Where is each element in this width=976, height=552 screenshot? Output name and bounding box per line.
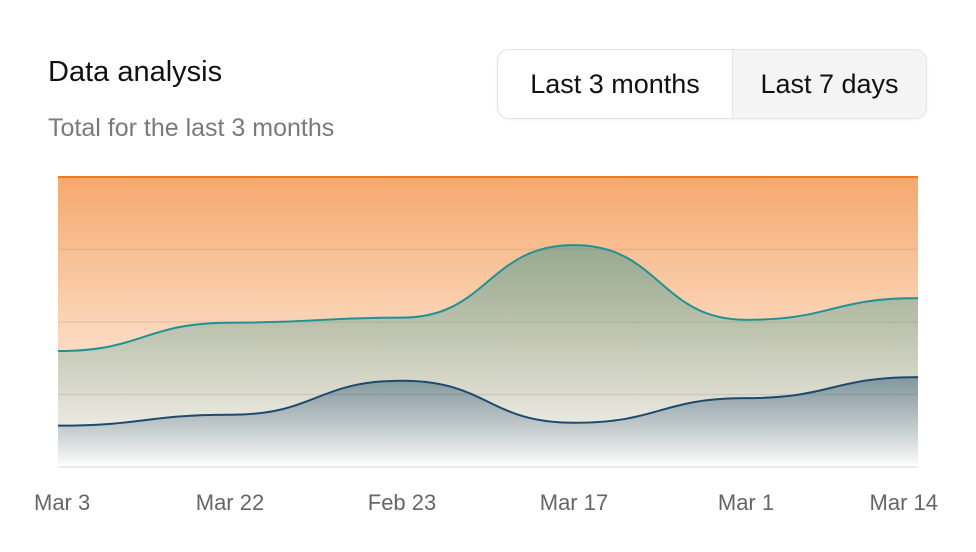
x-tick-label: Feb 23	[368, 490, 437, 515]
line	[57, 244, 919, 352]
area-fill	[58, 377, 918, 467]
x-tick-label: Mar 14	[870, 490, 938, 515]
range-button[interactable]: Last 7 days	[733, 50, 926, 118]
x-tick-label: Mar 22	[196, 490, 264, 515]
title: Data analysis	[48, 56, 223, 88]
range-toggle: Last 3 months Last 7 days	[497, 49, 927, 119]
x-tick-label: Mar 3	[34, 490, 90, 515]
line	[57, 376, 919, 427]
subtitle: Total for the last 3 months	[48, 114, 335, 142]
range-button[interactable]: Last 3 months	[498, 50, 733, 118]
x-tick-label: Mar 1	[718, 490, 774, 515]
x-tick-label: Mar 17	[540, 490, 608, 515]
